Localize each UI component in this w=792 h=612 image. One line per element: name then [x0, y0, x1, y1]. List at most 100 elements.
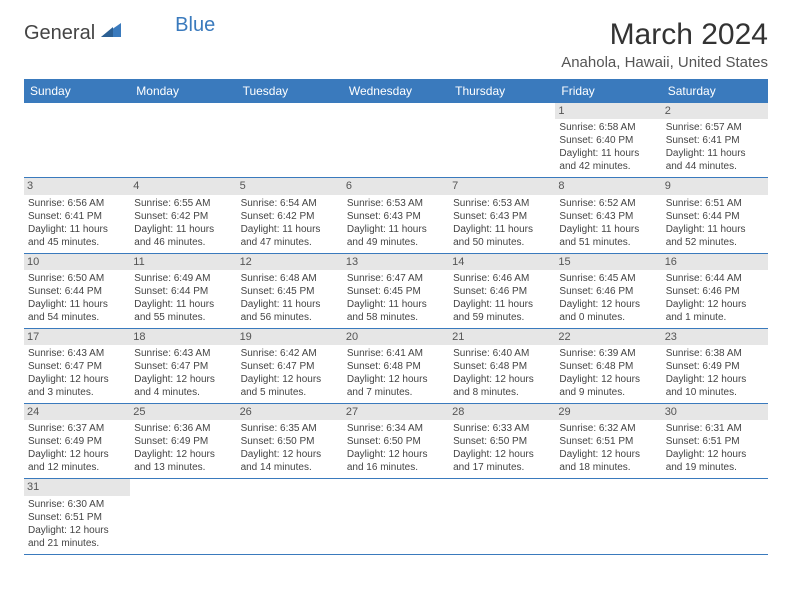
sunrise-text: Sunrise: 6:42 AM — [241, 347, 339, 360]
daylight-text: Daylight: 11 hours and 52 minutes. — [666, 223, 764, 249]
daylight-text: Daylight: 12 hours and 21 minutes. — [28, 524, 126, 550]
daylight-text: Daylight: 12 hours and 4 minutes. — [134, 373, 232, 399]
sunrise-text: Sunrise: 6:53 AM — [347, 197, 445, 210]
week-row: 17Sunrise: 6:43 AMSunset: 6:47 PMDayligh… — [24, 329, 768, 404]
day-number: 5 — [237, 178, 343, 194]
day-number: 15 — [555, 254, 661, 270]
day-number: 23 — [662, 329, 768, 345]
sunrise-text: Sunrise: 6:54 AM — [241, 197, 339, 210]
week-row: 24Sunrise: 6:37 AMSunset: 6:49 PMDayligh… — [24, 404, 768, 479]
empty-cell — [343, 103, 449, 177]
calendar-grid: Sunday Monday Tuesday Wednesday Thursday… — [24, 79, 768, 555]
dow-wednesday: Wednesday — [343, 79, 449, 103]
daylight-text: Daylight: 11 hours and 45 minutes. — [28, 223, 126, 249]
day-number: 9 — [662, 178, 768, 194]
sunrise-text: Sunrise: 6:45 AM — [559, 272, 657, 285]
empty-cell — [555, 479, 661, 553]
brand-logo: General Blue — [24, 22, 215, 45]
day-number: 26 — [237, 404, 343, 420]
sunrise-text: Sunrise: 6:58 AM — [559, 121, 657, 134]
day-cell: 22Sunrise: 6:39 AMSunset: 6:48 PMDayligh… — [555, 329, 661, 403]
sunset-text: Sunset: 6:47 PM — [241, 360, 339, 373]
sunset-text: Sunset: 6:48 PM — [559, 360, 657, 373]
sunset-text: Sunset: 6:43 PM — [559, 210, 657, 223]
sunrise-text: Sunrise: 6:44 AM — [666, 272, 764, 285]
daylight-text: Daylight: 11 hours and 58 minutes. — [347, 298, 445, 324]
day-number: 8 — [555, 178, 661, 194]
sunrise-text: Sunrise: 6:41 AM — [347, 347, 445, 360]
daylight-text: Daylight: 11 hours and 44 minutes. — [666, 147, 764, 173]
sunset-text: Sunset: 6:42 PM — [241, 210, 339, 223]
day-number: 12 — [237, 254, 343, 270]
sunset-text: Sunset: 6:46 PM — [453, 285, 551, 298]
brand-text-1: General — [24, 22, 95, 45]
day-cell: 14Sunrise: 6:46 AMSunset: 6:46 PMDayligh… — [449, 254, 555, 328]
sunrise-text: Sunrise: 6:34 AM — [347, 422, 445, 435]
day-number: 4 — [130, 178, 236, 194]
day-number: 3 — [24, 178, 130, 194]
sunrise-text: Sunrise: 6:33 AM — [453, 422, 551, 435]
day-cell: 4Sunrise: 6:55 AMSunset: 6:42 PMDaylight… — [130, 178, 236, 252]
daylight-text: Daylight: 12 hours and 9 minutes. — [559, 373, 657, 399]
day-number: 7 — [449, 178, 555, 194]
day-cell: 7Sunrise: 6:53 AMSunset: 6:43 PMDaylight… — [449, 178, 555, 252]
empty-cell — [24, 103, 130, 177]
page-header: General Blue March 2024 Anahola, Hawaii,… — [24, 18, 768, 71]
dow-friday: Friday — [555, 79, 661, 103]
daylight-text: Daylight: 12 hours and 19 minutes. — [666, 448, 764, 474]
sunset-text: Sunset: 6:41 PM — [666, 134, 764, 147]
day-number: 22 — [555, 329, 661, 345]
week-row: 10Sunrise: 6:50 AMSunset: 6:44 PMDayligh… — [24, 254, 768, 329]
sunset-text: Sunset: 6:44 PM — [666, 210, 764, 223]
week-row: 31Sunrise: 6:30 AMSunset: 6:51 PMDayligh… — [24, 479, 768, 554]
day-cell: 1Sunrise: 6:58 AMSunset: 6:40 PMDaylight… — [555, 103, 661, 177]
day-cell: 3Sunrise: 6:56 AMSunset: 6:41 PMDaylight… — [24, 178, 130, 252]
day-cell: 15Sunrise: 6:45 AMSunset: 6:46 PMDayligh… — [555, 254, 661, 328]
sunset-text: Sunset: 6:49 PM — [28, 435, 126, 448]
day-number: 16 — [662, 254, 768, 270]
sunset-text: Sunset: 6:51 PM — [28, 511, 126, 524]
sunrise-text: Sunrise: 6:51 AM — [666, 197, 764, 210]
daylight-text: Daylight: 12 hours and 16 minutes. — [347, 448, 445, 474]
day-cell: 12Sunrise: 6:48 AMSunset: 6:45 PMDayligh… — [237, 254, 343, 328]
day-cell: 17Sunrise: 6:43 AMSunset: 6:47 PMDayligh… — [24, 329, 130, 403]
daylight-text: Daylight: 12 hours and 1 minute. — [666, 298, 764, 324]
day-number: 2 — [662, 103, 768, 119]
sunset-text: Sunset: 6:44 PM — [28, 285, 126, 298]
sunset-text: Sunset: 6:44 PM — [134, 285, 232, 298]
sunset-text: Sunset: 6:48 PM — [453, 360, 551, 373]
sunrise-text: Sunrise: 6:36 AM — [134, 422, 232, 435]
calendar-page: General Blue March 2024 Anahola, Hawaii,… — [0, 0, 792, 573]
sunrise-text: Sunrise: 6:53 AM — [453, 197, 551, 210]
sail-icon — [99, 21, 123, 39]
day-cell: 5 Sunrise: 6:54 AMSunset: 6:42 PMDaylight… — [237, 178, 343, 252]
sunrise-text: Sunrise: 6:46 AM — [453, 272, 551, 285]
sunset-text: Sunset: 6:51 PM — [559, 435, 657, 448]
location-text: Anahola, Hawaii, United States — [561, 54, 768, 71]
dow-thursday: Thursday — [449, 79, 555, 103]
day-cell: 8Sunrise: 6:52 AMSunset: 6:43 PMDaylight… — [555, 178, 661, 252]
daylight-text: Daylight: 12 hours and 17 minutes. — [453, 448, 551, 474]
daylight-text: Daylight: 11 hours and 56 minutes. — [241, 298, 339, 324]
day-cell: 13Sunrise: 6:47 AMSunset: 6:45 PMDayligh… — [343, 254, 449, 328]
daylight-text: Daylight: 12 hours and 14 minutes. — [241, 448, 339, 474]
day-number: 17 — [24, 329, 130, 345]
day-cell: 26Sunrise: 6:35 AMSunset: 6:50 PMDayligh… — [237, 404, 343, 478]
dow-monday: Monday — [130, 79, 236, 103]
day-number: 25 — [130, 404, 236, 420]
day-number: 18 — [130, 329, 236, 345]
day-number: 14 — [449, 254, 555, 270]
day-cell: 6Sunrise: 6:53 AMSunset: 6:43 PMDaylight… — [343, 178, 449, 252]
empty-cell — [343, 479, 449, 553]
day-cell: 23Sunrise: 6:38 AMSunset: 6:49 PMDayligh… — [662, 329, 768, 403]
sunrise-text: Sunrise: 6:32 AM — [559, 422, 657, 435]
title-block: March 2024 Anahola, Hawaii, United State… — [561, 18, 768, 71]
daylight-text: Daylight: 11 hours and 50 minutes. — [453, 223, 551, 249]
daylight-text: Daylight: 11 hours and 47 minutes. — [241, 223, 339, 249]
day-cell: 11Sunrise: 6:49 AMSunset: 6:44 PMDayligh… — [130, 254, 236, 328]
day-number: 11 — [130, 254, 236, 270]
day-cell: 30Sunrise: 6:31 AMSunset: 6:51 PMDayligh… — [662, 404, 768, 478]
day-cell: 31Sunrise: 6:30 AMSunset: 6:51 PMDayligh… — [24, 479, 130, 553]
daylight-text: Daylight: 12 hours and 18 minutes. — [559, 448, 657, 474]
sunset-text: Sunset: 6:41 PM — [28, 210, 126, 223]
